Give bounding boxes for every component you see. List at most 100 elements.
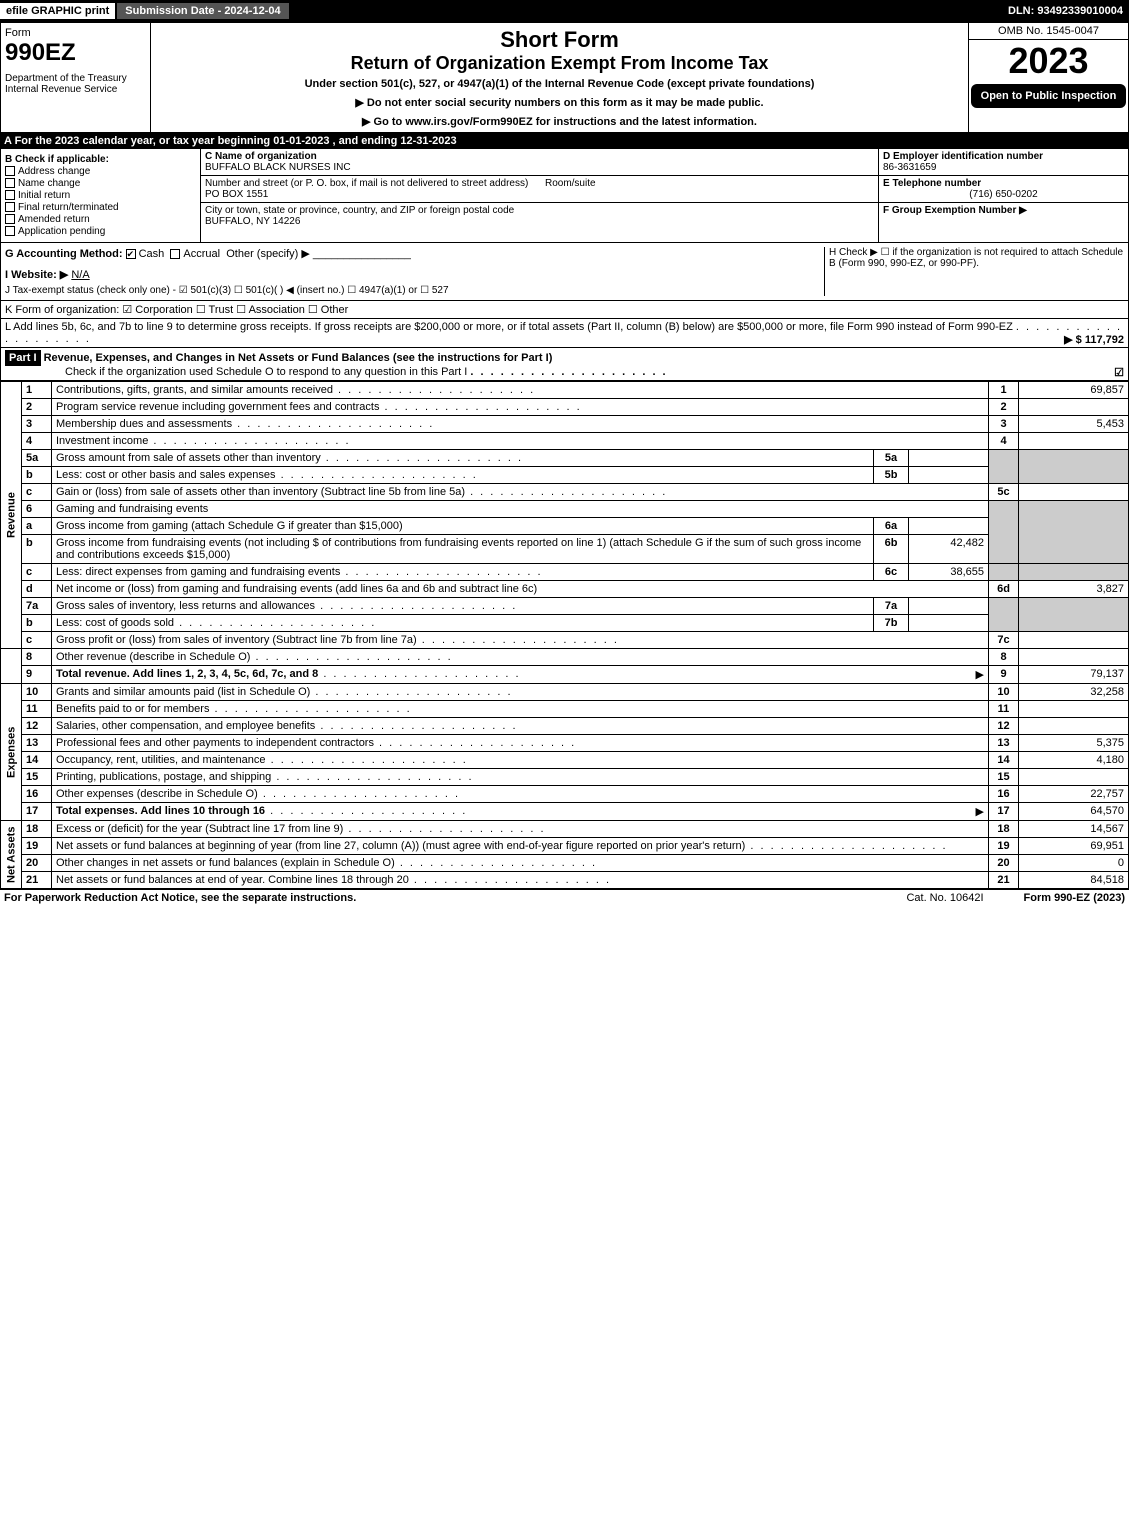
table-row: 9 Total revenue. Add lines 1, 2, 3, 4, 5… <box>1 666 1129 684</box>
checkbox-icon[interactable] <box>5 190 15 200</box>
l-row: L Add lines 5b, 6c, and 7b to line 9 to … <box>0 319 1129 348</box>
website-value: N/A <box>71 269 89 281</box>
dln-label: DLN: 93492339010004 <box>1008 5 1129 17</box>
side-revenue: Revenue <box>1 382 22 649</box>
table-row: 2 Program service revenue including gove… <box>1 399 1129 416</box>
table-row: 6 Gaming and fundraising events <box>1 501 1129 518</box>
c-name-row: C Name of organization BUFFALO BLACK NUR… <box>201 149 878 176</box>
checkbox-icon[interactable] <box>5 214 15 224</box>
checkbox-icon[interactable] <box>5 166 15 176</box>
table-row: c Less: direct expenses from gaming and … <box>1 564 1129 581</box>
e-label: E Telephone number <box>883 178 981 189</box>
table-row: b Less: cost of goods sold 7b <box>1 615 1129 632</box>
title-return: Return of Organization Exempt From Incom… <box>155 53 964 74</box>
table-row: 12Salaries, other compensation, and empl… <box>1 718 1129 735</box>
row-a-period: A For the 2023 calendar year, or tax yea… <box>0 133 1129 149</box>
sec-g-h: G Accounting Method: Cash Accrual Other … <box>0 243 1129 301</box>
i-label: I Website: ▶ <box>5 269 68 281</box>
checkbox-icon[interactable] <box>5 202 15 212</box>
checkbox-icon[interactable] <box>5 178 15 188</box>
j-label: J Tax-exempt status (check only one) - ☑… <box>5 285 449 296</box>
part1-table: Revenue 1 Contributions, gifts, grants, … <box>0 381 1129 889</box>
part1-sub: Check if the organization used Schedule … <box>65 366 467 378</box>
b-item: Initial return <box>5 190 196 201</box>
table-row: 3 Membership dues and assessments 3 5,45… <box>1 416 1129 433</box>
subtitle-goto: ▶ Go to www.irs.gov/Form990EZ for instru… <box>155 115 964 128</box>
c-street-row: Number and street (or P. O. box, if mail… <box>201 176 878 203</box>
h-box: H Check ▶ ☐ if the organization is not r… <box>824 247 1124 296</box>
table-row: d Net income or (loss) from gaming and f… <box>1 581 1129 598</box>
submission-date: Submission Date - 2024-12-04 <box>117 3 288 19</box>
l-amount: ▶ $ 117,792 <box>1064 333 1124 346</box>
col-b: B Check if applicable: Address change Na… <box>1 149 201 242</box>
room-label: Room/suite <box>545 178 596 189</box>
table-row: 21Net assets or fund balances at end of … <box>1 872 1129 889</box>
checkbox-icon[interactable] <box>126 249 136 259</box>
table-row: b Less: cost or other basis and sales ex… <box>1 467 1129 484</box>
checkbox-icon[interactable] <box>170 249 180 259</box>
dept-label: Department of the Treasury Internal Reve… <box>5 73 146 95</box>
title-short-form: Short Form <box>155 27 964 53</box>
block-bcd: B Check if applicable: Address change Na… <box>0 149 1129 243</box>
footer-right: Form 990-EZ (2023) <box>1024 892 1125 904</box>
table-row: 13Professional fees and other payments t… <box>1 735 1129 752</box>
l-text: L Add lines 5b, 6c, and 7b to line 9 to … <box>5 321 1013 333</box>
f-label: F Group Exemption Number ▶ <box>883 205 1027 216</box>
table-row: 14Occupancy, rent, utilities, and mainte… <box>1 752 1129 769</box>
table-row: c Gain or (loss) from sale of assets oth… <box>1 484 1129 501</box>
city-label: City or town, state or province, country… <box>205 205 514 216</box>
form-number: 990EZ <box>5 39 146 67</box>
g-left: G Accounting Method: Cash Accrual Other … <box>5 247 824 296</box>
table-row: c Gross profit or (loss) from sales of i… <box>1 632 1129 649</box>
part1-label: Part I <box>5 350 41 366</box>
g-row: G Accounting Method: Cash Accrual Other … <box>5 247 824 260</box>
street-value: PO BOX 1551 <box>205 189 268 200</box>
form-header: Form 990EZ Department of the Treasury In… <box>0 22 1129 133</box>
d-ein-row: D Employer identification number 86-3631… <box>879 149 1128 176</box>
footer-left: For Paperwork Reduction Act Notice, see … <box>4 892 866 904</box>
table-row: 11Benefits paid to or for members11 <box>1 701 1129 718</box>
table-row: 4 Investment income 4 <box>1 433 1129 450</box>
omb-number: OMB No. 1545-0047 <box>969 23 1128 40</box>
table-row: 5a Gross amount from sale of assets othe… <box>1 450 1129 467</box>
table-row: 7a Gross sales of inventory, less return… <box>1 598 1129 615</box>
table-row: Expenses 10 Grants and similar amounts p… <box>1 684 1129 701</box>
table-row: Net Assets 18Excess or (deficit) for the… <box>1 821 1129 838</box>
col-c: C Name of organization BUFFALO BLACK NUR… <box>201 149 878 242</box>
part1-title: Revenue, Expenses, and Changes in Net As… <box>44 352 553 364</box>
table-row: b Gross income from fundraising events (… <box>1 535 1129 564</box>
k-row: K Form of organization: ☑ Corporation ☐ … <box>0 301 1129 319</box>
i-row: I Website: ▶ N/A <box>5 268 824 281</box>
f-group-row: F Group Exemption Number ▶ <box>879 203 1128 218</box>
part1-header: Part I Revenue, Expenses, and Changes in… <box>0 348 1129 381</box>
subtitle-section: Under section 501(c), 527, or 4947(a)(1)… <box>155 78 964 90</box>
b-label: B Check if applicable: <box>5 154 196 165</box>
form-word: Form <box>5 27 146 39</box>
top-bar: efile GRAPHIC print Submission Date - 20… <box>0 0 1129 22</box>
footer: For Paperwork Reduction Act Notice, see … <box>0 889 1129 906</box>
checkbox-icon[interactable] <box>5 226 15 236</box>
phone-value: (716) 650-0202 <box>883 189 1124 200</box>
tax-year: 2023 <box>969 40 1128 82</box>
ein-value: 86-3631659 <box>883 162 936 173</box>
table-row: 15Printing, publications, postage, and s… <box>1 769 1129 786</box>
b-item: Name change <box>5 178 196 189</box>
street-label: Number and street (or P. O. box, if mail… <box>205 178 528 189</box>
table-row: Revenue 1 Contributions, gifts, grants, … <box>1 382 1129 399</box>
c-city-row: City or town, state or province, country… <box>201 203 878 229</box>
table-row: 8 Other revenue (describe in Schedule O)… <box>1 649 1129 666</box>
side-expenses: Expenses <box>1 684 22 821</box>
h-label: H Check ▶ ☐ if the organization is not r… <box>829 247 1123 269</box>
subtitle-ssn: ▶ Do not enter social security numbers o… <box>155 96 964 109</box>
col-d: D Employer identification number 86-3631… <box>878 149 1128 242</box>
c-label: C Name of organization <box>205 151 317 162</box>
header-right: OMB No. 1545-0047 2023 Open to Public In… <box>968 23 1128 132</box>
b-item: Application pending <box>5 226 196 237</box>
org-name: BUFFALO BLACK NURSES INC <box>205 162 351 173</box>
g-label: G Accounting Method: <box>5 248 123 260</box>
b-item: Amended return <box>5 214 196 225</box>
table-row: 20Other changes in net assets or fund ba… <box>1 855 1129 872</box>
footer-mid: Cat. No. 10642I <box>906 892 983 904</box>
efile-label: efile GRAPHIC print <box>0 3 115 19</box>
d-label: D Employer identification number <box>883 151 1043 162</box>
